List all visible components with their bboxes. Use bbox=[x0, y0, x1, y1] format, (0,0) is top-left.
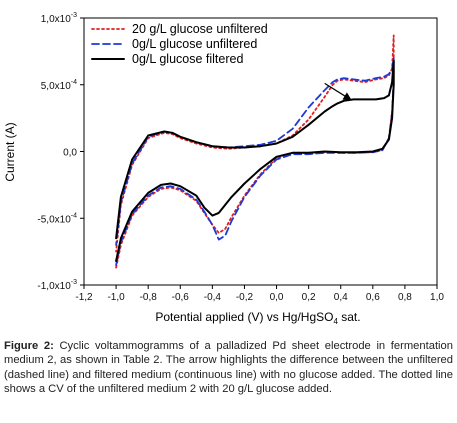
legend-label: 0g/L glucose unfiltered bbox=[132, 37, 257, 51]
figure-caption: Figure 2: Cyclic voltammogramms of a pal… bbox=[4, 339, 453, 397]
x-tick-label: 1,0 bbox=[430, 292, 444, 303]
x-axis-title-suffix: sat. bbox=[338, 310, 361, 324]
x-tick-label: 0,0 bbox=[270, 292, 284, 303]
x-axis-title: Potential applied (V) vs Hg/HgSO4 sat. bbox=[155, 310, 360, 326]
caption-text: Cyclic voltammogramms of a palladized Pd… bbox=[4, 340, 453, 396]
y-tick-label: 0,0 bbox=[63, 148, 77, 159]
x-axis-title-main: Potential applied (V) vs Hg/HgSO bbox=[155, 310, 333, 324]
y-tick-mantissa: 0,0 bbox=[63, 148, 77, 159]
y-tick-label: -1,0x10-3 bbox=[37, 279, 77, 292]
x-tick-label: 0,8 bbox=[398, 292, 412, 303]
y-tick-exponent: -4 bbox=[71, 79, 77, 86]
annotations bbox=[324, 82, 352, 101]
x-axis-title-subscript: 4 bbox=[333, 317, 338, 326]
y-tick-exponent: -3 bbox=[71, 12, 77, 19]
y-tick-label: -5,0x10-4 bbox=[37, 212, 77, 225]
y-tick-label: 1,0x10-3 bbox=[41, 12, 77, 25]
x-tick-label: -0,2 bbox=[236, 292, 254, 303]
y-tick-label: 5,0x10-4 bbox=[41, 79, 77, 92]
y-tick-mantissa: 5,0x10 bbox=[41, 81, 71, 92]
x-tick-label: -0,8 bbox=[140, 292, 158, 303]
x-tick-label: -1,0 bbox=[107, 292, 125, 303]
legend-label: 20 g/L glucose unfiltered bbox=[132, 22, 268, 36]
x-tick-label: 0,2 bbox=[302, 292, 316, 303]
series-lines bbox=[115, 34, 395, 269]
x-tick-label: -0,4 bbox=[204, 292, 222, 303]
y-tick-exponent: -4 bbox=[71, 212, 77, 219]
y-tick-exponent: -3 bbox=[71, 279, 77, 286]
series-line-solid bbox=[115, 59, 395, 262]
x-tick-label: 0,4 bbox=[334, 292, 348, 303]
x-tick-label: -1,2 bbox=[75, 292, 93, 303]
x-tick-label: 0,6 bbox=[366, 292, 380, 303]
chart-canvas: -1,2 -1,0 -0,8 -0,6 -0,4 -0,2 0,0 0,2 0,4 0,6 0,8 1… bbox=[3, 12, 444, 326]
y-tick-mantissa: -5,0x10 bbox=[37, 214, 71, 225]
y-tick-mantissa: 1,0x10 bbox=[41, 14, 71, 25]
legend-label: 0g/L glucose filtered bbox=[132, 52, 243, 66]
cyclic-voltammogram-chart: -1,2 -1,0 -0,8 -0,6 -0,4 -0,2 0,0 0,2 0,4 0,6 0,8 1… bbox=[3, 12, 444, 326]
y-axis-title: Current (A) bbox=[3, 122, 17, 181]
series-line-dashed bbox=[115, 57, 395, 266]
x-tick-label: -0,6 bbox=[172, 292, 190, 303]
axis-ticks: -1,2 -1,0 -0,8 -0,6 -0,4 -0,2 0,0 0,2 0,4 0,6 0,8 1… bbox=[37, 12, 444, 303]
caption-label: Figure 2: bbox=[4, 340, 54, 352]
y-tick-mantissa: -1,0x10 bbox=[37, 281, 71, 292]
difference-arrow bbox=[324, 82, 352, 101]
